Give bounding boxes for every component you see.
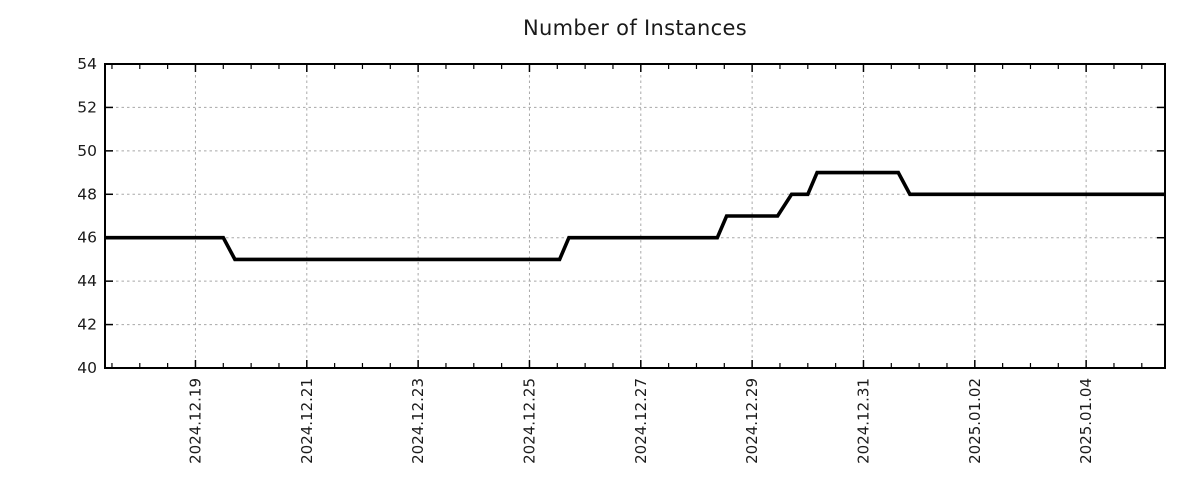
y-tick-label: 42 — [77, 316, 97, 334]
x-tick-label: 2024.12.27 — [632, 378, 650, 464]
x-tick-label: 2025.01.04 — [1077, 378, 1095, 464]
x-tick-label: 2024.12.29 — [743, 378, 761, 464]
y-tick-label: 54 — [77, 55, 97, 73]
y-tick-label: 40 — [77, 359, 97, 377]
chart-title: Number of Instances — [523, 16, 747, 40]
x-tick-label: 2025.01.02 — [966, 378, 984, 464]
x-tick-label: 2024.12.21 — [298, 378, 316, 464]
y-tick-label: 50 — [77, 142, 97, 160]
y-tick-label: 48 — [77, 185, 97, 203]
y-tick-label: 46 — [77, 229, 97, 247]
plot-border — [104, 63, 1166, 369]
series-line-instances — [105, 170, 1165, 262]
y-tick-label: 52 — [77, 98, 97, 116]
y-tick-label: 44 — [77, 272, 97, 290]
x-tick-label: 2024.12.31 — [854, 378, 872, 464]
x-tick-label: 2024.12.19 — [186, 378, 204, 464]
x-tick-label: 2024.12.23 — [409, 378, 427, 464]
x-tick-label: 2024.12.25 — [520, 378, 538, 464]
